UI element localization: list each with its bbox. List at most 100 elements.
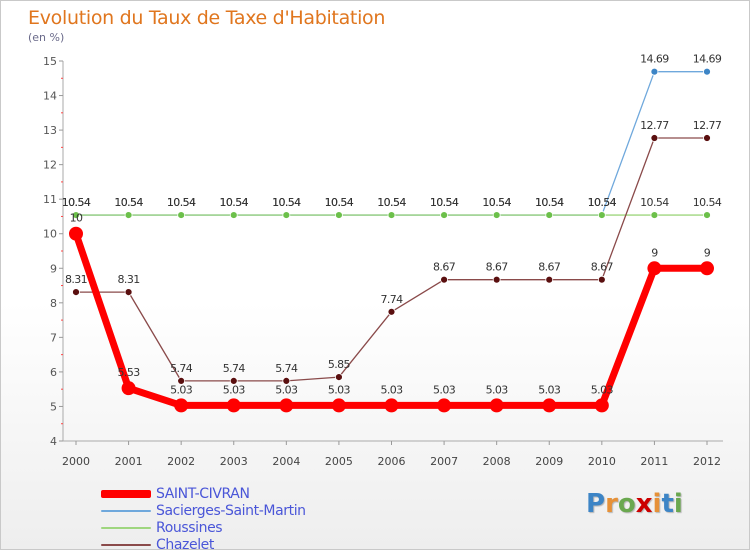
data-point (597, 275, 606, 284)
data-label: 5.74 (223, 362, 246, 375)
data-point (545, 275, 554, 284)
x-tick-label: 2010 (588, 455, 616, 468)
data-label: 10.54 (430, 196, 459, 209)
data-label: 10.54 (272, 196, 301, 209)
chart-title: Evolution du Taux de Taxe d'Habitation (28, 7, 386, 29)
data-label: 8.67 (591, 261, 614, 274)
data-point (650, 67, 659, 76)
data-point (387, 211, 396, 219)
data-point (279, 398, 294, 413)
data-label: 7.74 (380, 293, 403, 306)
legend-swatch (101, 489, 151, 498)
data-label: 5.03 (433, 383, 456, 396)
data-point (703, 211, 711, 219)
data-label: 10.54 (535, 196, 564, 209)
data-point (124, 288, 133, 297)
data-point (703, 134, 711, 142)
x-tick-label: 2004 (272, 455, 300, 468)
legend-swatch (101, 509, 151, 512)
data-label: 5.74 (170, 362, 193, 375)
data-label: 10.54 (482, 196, 511, 209)
data-label: 10.54 (220, 196, 249, 209)
data-point (331, 398, 346, 413)
data-label: 10.54 (167, 196, 196, 209)
data-label: 9 (651, 246, 658, 259)
data-label: 10.54 (220, 196, 249, 209)
y-tick-label: 5 (50, 400, 57, 413)
logo-letter: x (635, 489, 653, 519)
data-label: 12.77 (640, 119, 669, 132)
y-tick-label: 13 (43, 124, 57, 137)
data-label: 5.03 (591, 383, 614, 396)
data-point (335, 373, 343, 381)
data-label: 10.54 (62, 196, 91, 209)
data-label: 5.74 (275, 362, 298, 375)
logo-letter: t (661, 489, 674, 519)
data-label: 10.54 (62, 196, 91, 209)
data-label: 8.31 (65, 273, 87, 286)
y-tick-label: 8 (50, 297, 57, 310)
data-label: 10.54 (693, 196, 722, 209)
legend-item-sacierges: Sacierges-Saint-Martin (101, 502, 306, 519)
data-point (335, 211, 343, 219)
series-line (72, 230, 711, 409)
data-point (121, 381, 136, 396)
data-label: 5.03 (223, 383, 246, 396)
data-label: 5.03 (538, 383, 561, 396)
data-label: 10.54 (377, 196, 406, 209)
data-label: 10 (70, 212, 83, 225)
data-label: 14.69 (693, 53, 722, 66)
y-tick-label: 9 (50, 262, 57, 275)
data-point (489, 398, 504, 413)
legend-label: SAINT-CIVRAN (156, 485, 250, 502)
data-point (545, 211, 554, 219)
x-tick-label: 2002 (167, 455, 195, 468)
data-point (174, 398, 189, 413)
data-point (177, 211, 186, 219)
data-point (229, 211, 238, 219)
data-label: 8.67 (486, 261, 509, 274)
data-point (542, 398, 557, 413)
data-label: 10.54 (430, 196, 459, 209)
legend-label: Chazelet (156, 536, 214, 553)
y-tick-label: 7 (50, 331, 57, 344)
data-point (647, 261, 662, 276)
data-point (69, 226, 83, 241)
data-label: 5.03 (328, 383, 351, 396)
x-tick-label: 2012 (693, 455, 721, 468)
x-tick-label: 2000 (62, 455, 90, 468)
data-label: 9 (704, 246, 711, 259)
data-point (282, 211, 291, 219)
chart-subtitle: (en %) (28, 31, 65, 44)
x-tick-label: 2009 (535, 455, 563, 468)
data-label: 14.69 (640, 53, 669, 66)
data-point (597, 211, 606, 219)
logo-letter: i (652, 489, 662, 519)
data-label: 10.54 (272, 196, 301, 209)
data-label: 5.85 (328, 358, 351, 371)
legend: SAINT-CIVRAN Sacierges-Saint-Martin Rous… (101, 485, 306, 553)
logo-letter: P (586, 489, 606, 519)
data-point (700, 261, 714, 276)
data-label: 8.67 (433, 261, 456, 274)
legend-swatch (101, 526, 151, 529)
data-label: 8.67 (538, 261, 561, 274)
x-tick-label: 2005 (325, 455, 353, 468)
data-point (437, 398, 452, 413)
data-label: 10.54 (114, 196, 143, 209)
y-tick-label: 4 (50, 435, 57, 448)
data-point (440, 275, 448, 284)
legend-label: Sacierges-Saint-Martin (156, 502, 306, 519)
data-label: 10.54 (535, 196, 564, 209)
data-label: 10.54 (167, 196, 196, 209)
data-point (703, 67, 711, 76)
data-point (650, 134, 659, 142)
y-tick-label: 14 (43, 90, 57, 103)
data-label: 10.54 (588, 196, 617, 209)
y-tick-label: 11 (43, 193, 57, 206)
logo-letter: i (673, 489, 683, 519)
data-label: 8.31 (118, 273, 140, 286)
data-label: 10.54 (588, 196, 617, 209)
